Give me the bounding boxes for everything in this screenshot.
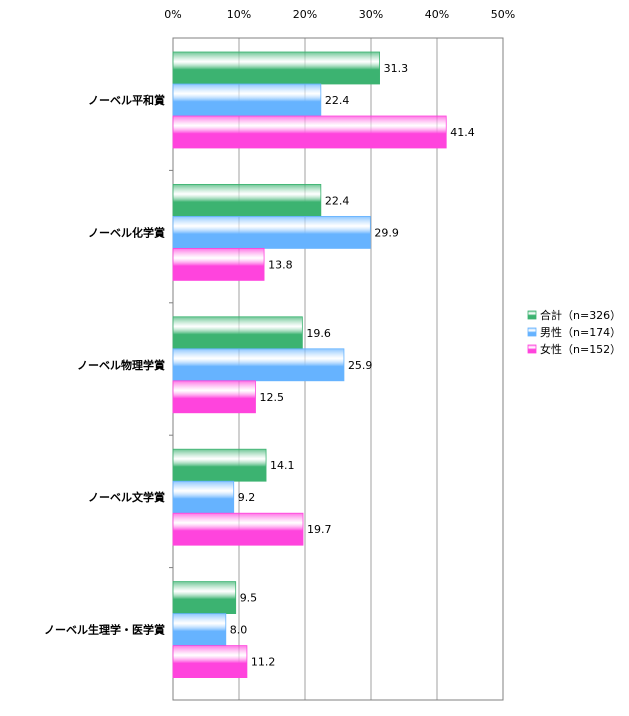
data-label: 11.2 xyxy=(251,656,275,669)
legend-swatch xyxy=(527,344,537,354)
bar xyxy=(172,348,345,382)
x-tick-label: 40% xyxy=(425,8,449,21)
bar xyxy=(172,316,303,350)
data-label: 19.6 xyxy=(306,327,331,340)
data-label: 12.5 xyxy=(260,391,285,404)
label-layer: 0% 10% 20% 30% 40% 50% 31.3 22.4 41.4 ノーベル平和賞 22.4… xyxy=(44,8,515,669)
bar xyxy=(172,581,237,614)
bar xyxy=(172,83,322,117)
data-label: 22.4 xyxy=(325,194,350,207)
data-label: 8.0 xyxy=(230,624,248,637)
category-label: ノーベル平和賞 xyxy=(88,93,165,107)
bar xyxy=(172,448,267,482)
legend: 合計（n=326） 男性（n=174） 女性（n=152） xyxy=(527,308,621,356)
data-label: 14.1 xyxy=(270,459,295,472)
data-label: 9.5 xyxy=(240,592,258,605)
data-label: 22.4 xyxy=(325,94,350,107)
category-label: ノーベル物理学賞 xyxy=(77,358,165,372)
bar xyxy=(172,115,447,149)
bar xyxy=(172,512,304,546)
legend-swatch xyxy=(527,327,537,337)
data-label: 29.9 xyxy=(374,226,399,239)
x-tick-label: 0% xyxy=(164,8,181,21)
category-label: ノーベル生理学・医学賞 xyxy=(44,623,165,637)
bar xyxy=(172,51,380,85)
x-tick-label: 20% xyxy=(293,8,317,21)
bar xyxy=(172,480,235,514)
bar xyxy=(172,613,227,646)
x-tick-label: 10% xyxy=(227,8,251,21)
bar xyxy=(172,380,256,414)
bar xyxy=(172,183,322,217)
bar xyxy=(172,247,265,281)
data-label: 13.8 xyxy=(268,258,293,271)
bar xyxy=(172,645,248,678)
category-label: ノーベル化学賞 xyxy=(88,225,165,239)
legend-label: 男性（n=174） xyxy=(540,325,621,339)
data-label: 9.2 xyxy=(238,491,256,504)
data-label: 25.9 xyxy=(348,359,373,372)
data-label: 31.3 xyxy=(384,62,409,75)
x-tick-label: 50% xyxy=(491,8,515,21)
x-tick-label: 30% xyxy=(359,8,383,21)
data-label: 19.7 xyxy=(307,523,332,536)
legend-label: 合計（n=326） xyxy=(540,308,621,322)
category-label: ノーベル文学賞 xyxy=(88,490,165,504)
bar-layer xyxy=(172,51,447,678)
bar xyxy=(172,215,371,249)
legend-swatch xyxy=(527,310,537,320)
data-label: 41.4 xyxy=(450,126,475,139)
legend-label: 女性（n=152） xyxy=(540,342,621,356)
